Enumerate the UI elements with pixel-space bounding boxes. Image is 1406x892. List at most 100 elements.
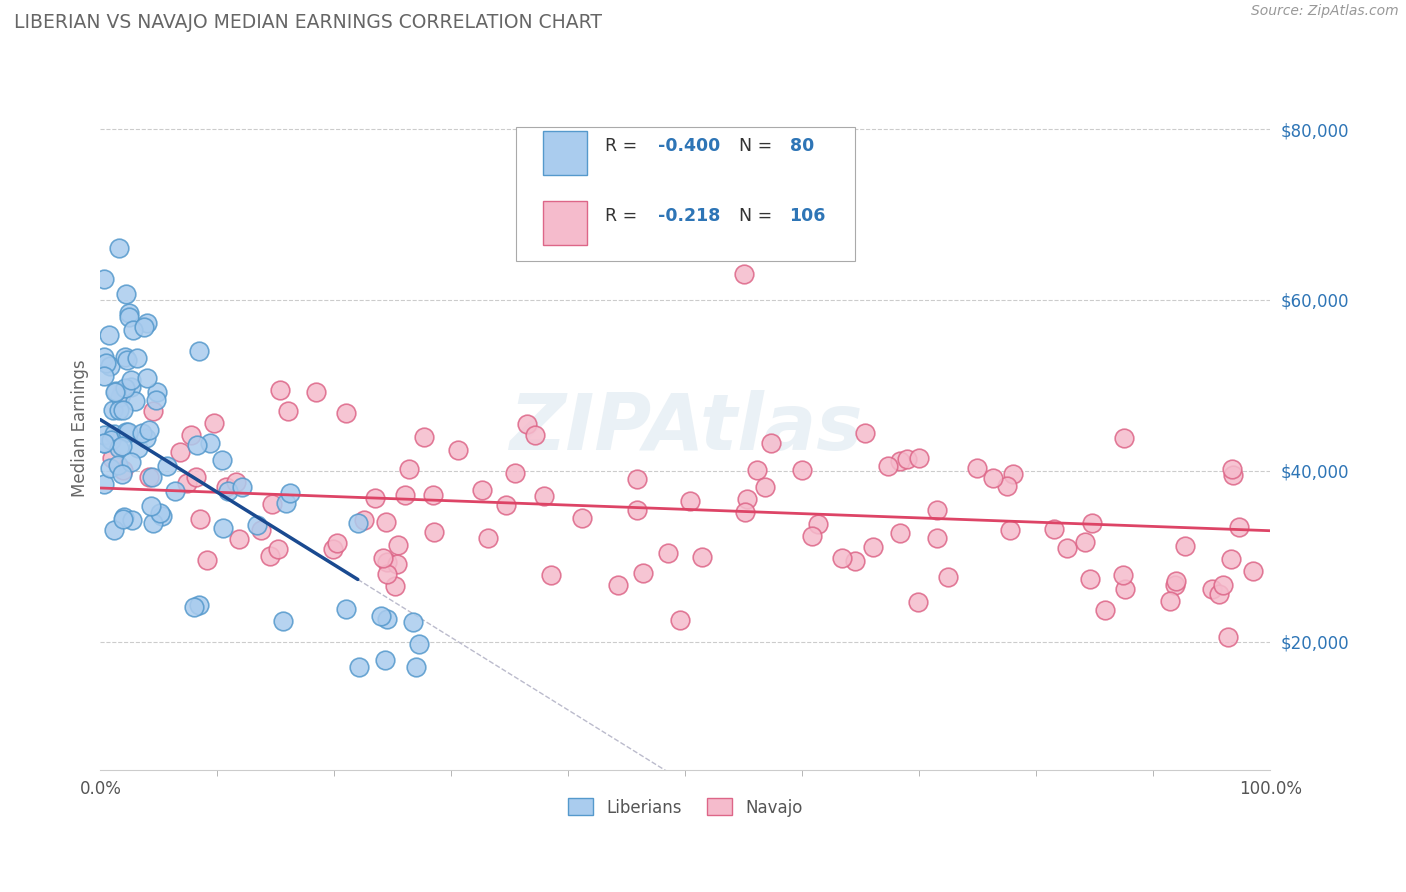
Point <box>1056 541 1078 555</box>
Text: N =: N = <box>740 207 778 225</box>
Point <box>107 458 129 473</box>
Point <box>163 483 186 498</box>
Point <box>394 488 416 502</box>
Point <box>607 578 630 592</box>
Point <box>142 516 165 530</box>
Point <box>1241 565 1264 579</box>
Point <box>402 615 425 629</box>
Point <box>98 359 121 374</box>
Point <box>112 509 135 524</box>
Text: Source: ZipAtlas.com: Source: ZipAtlas.com <box>1251 4 1399 19</box>
Point <box>876 458 898 473</box>
Point <box>422 488 444 502</box>
Text: N =: N = <box>740 137 778 155</box>
Point <box>97 327 120 342</box>
Point <box>108 403 131 417</box>
Point <box>149 506 172 520</box>
Point <box>322 541 344 556</box>
Point <box>118 305 141 319</box>
Point <box>139 499 162 513</box>
Text: R =: R = <box>605 137 643 155</box>
Point <box>1164 578 1187 592</box>
Point <box>138 423 160 437</box>
Point <box>117 425 139 439</box>
Point <box>1080 572 1102 586</box>
Point <box>347 660 370 674</box>
Point <box>114 381 136 395</box>
Point <box>626 502 648 516</box>
Point <box>231 480 253 494</box>
Point <box>93 350 115 364</box>
Point <box>927 503 949 517</box>
Point <box>121 513 143 527</box>
Point <box>228 532 250 546</box>
Point <box>801 529 824 543</box>
Point <box>101 403 124 417</box>
Text: ZIPAtlas: ZIPAtlas <box>509 390 862 467</box>
Point <box>267 542 290 557</box>
Point <box>471 483 494 498</box>
Point <box>112 403 135 417</box>
Point <box>1220 462 1243 476</box>
Point <box>889 453 911 467</box>
Point <box>408 637 430 651</box>
Point <box>657 546 679 560</box>
Point <box>523 428 546 442</box>
Point <box>759 435 782 450</box>
Point <box>533 489 555 503</box>
Point <box>995 479 1018 493</box>
Point <box>423 525 446 540</box>
Point <box>93 435 115 450</box>
Point <box>127 351 149 366</box>
Point <box>1174 539 1197 553</box>
Point <box>908 451 931 466</box>
Point <box>186 470 208 484</box>
Point <box>1166 574 1188 588</box>
Point <box>679 494 702 508</box>
Point <box>277 404 299 418</box>
Point <box>516 417 538 431</box>
Point <box>111 512 134 526</box>
Point <box>111 384 134 399</box>
Point <box>1000 523 1022 537</box>
Point <box>1042 522 1064 536</box>
Point <box>1112 567 1135 582</box>
Point <box>1227 520 1250 534</box>
Point <box>335 602 357 616</box>
Point <box>187 599 209 613</box>
Point <box>571 511 593 525</box>
Text: 80: 80 <box>790 137 814 155</box>
Point <box>447 442 470 457</box>
Point <box>669 613 692 627</box>
Point <box>131 426 153 441</box>
Point <box>104 384 127 399</box>
Point <box>831 551 853 566</box>
Point <box>111 439 134 453</box>
Point <box>374 515 396 529</box>
Point <box>108 442 131 456</box>
Point <box>1222 467 1244 482</box>
Point <box>127 441 149 455</box>
Point <box>690 549 713 564</box>
Point <box>93 271 115 285</box>
Point <box>907 595 929 609</box>
Point <box>1114 582 1136 596</box>
Point <box>114 286 136 301</box>
Point <box>495 498 517 512</box>
Point <box>93 428 115 442</box>
Point <box>862 540 884 554</box>
Point <box>754 480 776 494</box>
Point <box>1001 467 1024 482</box>
Point <box>790 463 813 477</box>
Point <box>1159 594 1181 608</box>
Point <box>745 463 768 477</box>
Point <box>96 356 118 370</box>
Point <box>211 453 233 467</box>
Point <box>246 518 269 533</box>
Point <box>853 425 876 440</box>
Point <box>346 516 368 531</box>
Point <box>384 579 406 593</box>
Point <box>1216 630 1239 644</box>
Point <box>250 524 273 538</box>
Point <box>889 525 911 540</box>
